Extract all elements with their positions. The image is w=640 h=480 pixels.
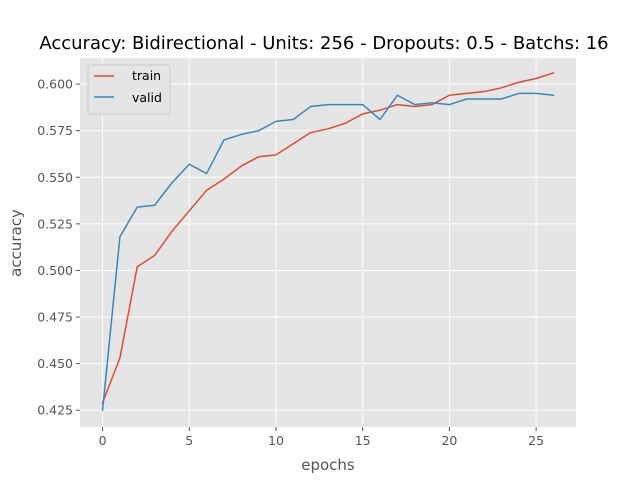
- x-tick-label: 5: [185, 433, 193, 448]
- chart-title: Accuracy: Bidirectional - Units: 256 - D…: [39, 33, 608, 54]
- y-tick-label: 0.600: [37, 77, 73, 92]
- x-tick-label: 15: [355, 433, 371, 448]
- x-tick-label: 25: [528, 433, 544, 448]
- y-tick-label: 0.500: [37, 263, 73, 278]
- grid-lines: [80, 58, 576, 427]
- plot-area: [80, 58, 576, 427]
- y-tick-label: 0.425: [37, 403, 73, 418]
- y-tick-label: 0.450: [37, 356, 73, 371]
- series-line-valid: [101, 92, 555, 412]
- y-tick-label: 0.575: [37, 123, 73, 138]
- legend: train valid: [87, 64, 171, 115]
- x-tick-label: 0: [99, 433, 107, 448]
- y-tick-label: 0.475: [37, 310, 73, 325]
- axis-ticks: 0 5 10 15 20 25 0.425 0.450 0.475 0.500 0.525 0.550…: [37, 77, 544, 448]
- x-tick-label: 10: [268, 433, 284, 448]
- legend-box: [87, 64, 171, 115]
- x-axis-label: epochs: [301, 456, 355, 474]
- y-axis-label: accuracy: [7, 209, 25, 277]
- legend-label-train: train: [132, 68, 161, 83]
- series-line-train: [101, 71, 555, 404]
- x-tick-label: 20: [441, 433, 457, 448]
- series-lines: [101, 71, 555, 412]
- legend-label-valid: valid: [132, 90, 162, 105]
- y-tick-label: 0.525: [37, 216, 73, 231]
- y-tick-label: 0.550: [37, 170, 73, 185]
